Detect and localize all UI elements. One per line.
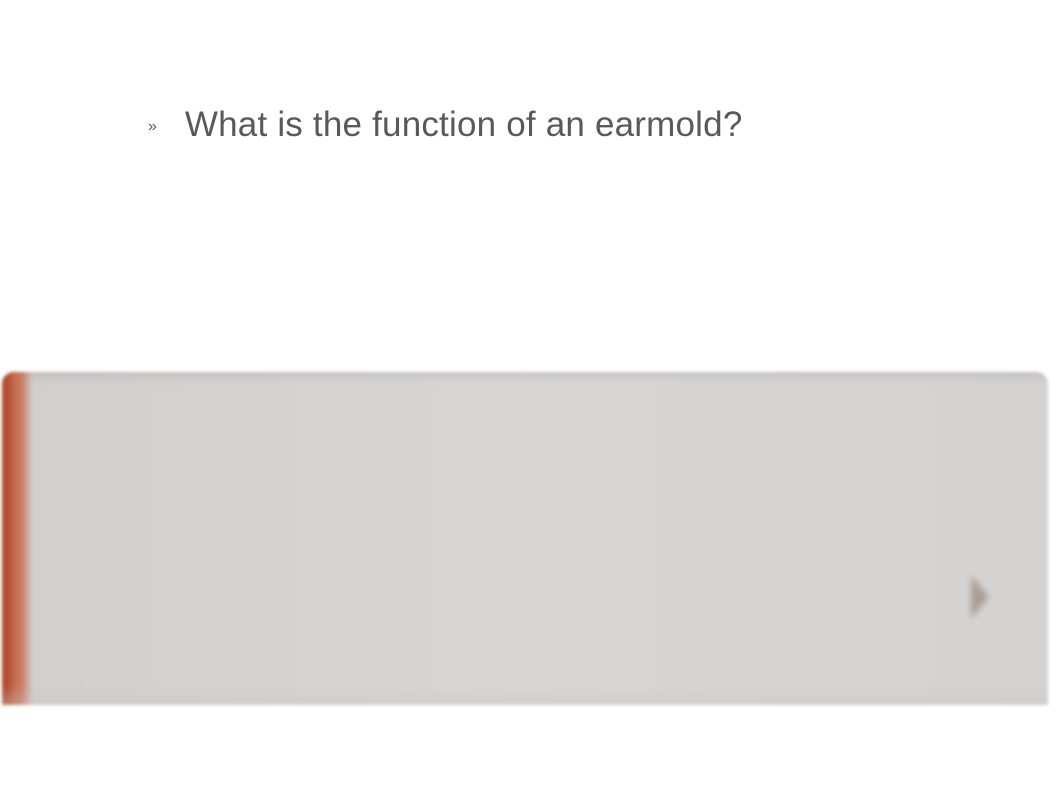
left-accent-bar xyxy=(2,372,26,705)
bottom-image-panel xyxy=(2,372,1048,705)
panel-top-shadow xyxy=(32,372,1048,387)
content-area: » What is the function of an earmold? xyxy=(148,105,743,145)
bullet-marker: » xyxy=(148,119,157,135)
question-text: What is the function of an earmold? xyxy=(185,105,743,145)
panel-bottom-shadow xyxy=(2,685,1048,705)
next-arrow-icon[interactable] xyxy=(960,567,1000,627)
